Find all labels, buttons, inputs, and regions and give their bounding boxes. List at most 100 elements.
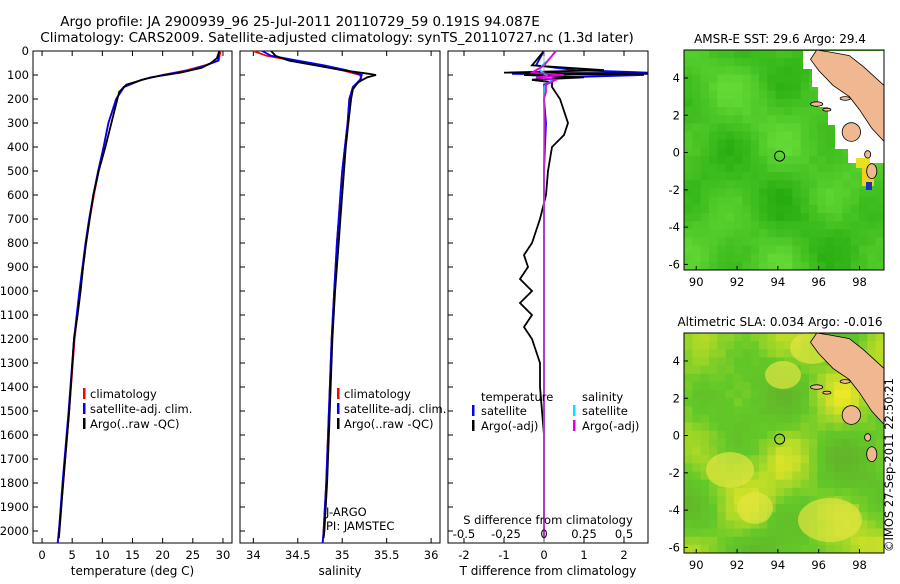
x-tick-label: 2 <box>620 548 627 562</box>
y-tick-label: 0 <box>673 146 680 160</box>
legend-title-temperature: temperature <box>481 390 553 404</box>
y-tick-label: 2 <box>673 391 680 405</box>
legend-label: satellite <box>481 404 527 418</box>
map-title: Altimetric SLA: 0.034 Argo: -0.016 <box>677 315 882 329</box>
y-tick-label: 200 <box>7 92 29 106</box>
y-tick-label: 500 <box>7 164 29 178</box>
legend-label: climatology <box>90 387 157 401</box>
y-tick-label: -2 <box>669 466 680 480</box>
y-tick-label: 300 <box>7 116 29 130</box>
legend-swatch <box>573 420 576 431</box>
y-tick-label: 1100 <box>0 308 29 322</box>
land-island <box>866 446 878 463</box>
sla-high-blotch <box>798 498 862 542</box>
x-tick-label: 36 <box>424 548 439 562</box>
x-tick-label: 34.5 <box>285 548 311 562</box>
y-tick-label: 2000 <box>0 524 29 538</box>
land-island <box>866 163 878 180</box>
x-axis-label: T difference from climatology <box>459 564 637 578</box>
y-tick-label: 900 <box>7 260 29 274</box>
cold-anomaly <box>866 182 872 190</box>
land-island <box>810 384 824 390</box>
legend-swatch <box>337 388 340 399</box>
legend-swatch <box>573 405 576 416</box>
temperature-panel: 0 5 10 15 20 25 300100200300400500600700800900… <box>0 44 233 578</box>
land-island <box>822 390 832 395</box>
y-tick-label: 1700 <box>0 452 29 466</box>
legend-label: satellite <box>582 404 628 418</box>
salinity-difference-tick-label: -0.25 <box>491 527 521 541</box>
salinity-difference-title: S difference from climatology <box>463 513 633 527</box>
x-tick-label: 96 <box>811 558 826 572</box>
y-tick-label: 1500 <box>0 404 29 418</box>
legend-label: Argo(-adj) <box>481 419 538 433</box>
x-axis-label: salinity <box>318 564 361 578</box>
land-sumatra <box>810 332 885 426</box>
legend-swatch <box>337 403 340 414</box>
map-title: AMSR-E SST: 29.6 Argo: 29.4 <box>694 32 866 46</box>
sst-map-panel: AMSR-E SST: 29.6 Argo: 29.4 90 92 94 96 98 -6 -… <box>669 32 890 289</box>
x-tick-label: 96 <box>811 275 826 289</box>
land-island <box>810 101 824 107</box>
x-axis-label: temperature (deg C) <box>71 564 194 578</box>
x-tick-label: 20 <box>155 548 170 562</box>
land-island <box>841 405 861 425</box>
y-tick-label: -4 <box>669 503 680 517</box>
series-line-argo-raw-qc- <box>58 50 221 539</box>
land-island <box>864 433 872 442</box>
salinity-difference-tick-label: 0.25 <box>571 527 597 541</box>
y-tick-label: 1400 <box>0 380 29 394</box>
legend-title-salinity: salinity <box>582 390 623 404</box>
x-tick-label: 34 <box>246 548 261 562</box>
x-tick-label: 92 <box>730 275 745 289</box>
x-tick-label: 25 <box>185 548 200 562</box>
header-line-1: Argo profile: JA 2900939_96 25-Jul-2011 … <box>60 14 540 30</box>
salinity-difference-tick-label: 0.5 <box>615 527 633 541</box>
land-island <box>864 150 872 159</box>
plot-frame <box>239 50 441 544</box>
legend-label: Argo(..raw -QC) <box>90 417 180 431</box>
sla-high-blotch <box>706 452 754 488</box>
land-island <box>841 122 861 142</box>
y-tick-label: 1300 <box>0 356 29 370</box>
x-tick-label: 94 <box>771 275 786 289</box>
legend-swatch <box>83 388 86 399</box>
x-tick-label: -2 <box>458 548 469 562</box>
x-tick-label: -1 <box>498 548 509 562</box>
plot-frame <box>32 50 233 544</box>
legend-swatch <box>337 418 340 429</box>
y-tick-label: 400 <box>7 140 29 154</box>
principal-investigator-label: PI: JAMSTEC <box>326 519 394 533</box>
legend-label: climatology <box>344 387 411 401</box>
argo-float-marker <box>774 433 786 445</box>
legend-label: Argo(..raw -QC) <box>344 417 434 431</box>
sla-map-panel: Altimetric SLA: 0.034 Argo: -0.016 90 92 94… <box>669 315 885 572</box>
x-tick-label: 35.5 <box>374 548 400 562</box>
y-tick-label: 1000 <box>0 284 29 298</box>
y-tick-label: 0 <box>673 429 680 443</box>
x-tick-label: 94 <box>771 558 786 572</box>
x-tick-label: 35 <box>335 548 350 562</box>
warm-anomaly <box>856 158 870 168</box>
y-tick-label: 1200 <box>0 332 29 346</box>
y-tick-label: 4 <box>673 354 680 368</box>
map-frame <box>683 49 885 271</box>
x-tick-label: 92 <box>730 558 745 572</box>
x-tick-label: 30 <box>216 548 231 562</box>
y-tick-label: -2 <box>669 183 680 197</box>
y-tick-label: 2 <box>673 108 680 122</box>
land-island <box>822 107 832 112</box>
legend-label: satellite-adj. clim. <box>344 402 446 416</box>
salinity-difference-tick-label: 0 <box>540 527 547 541</box>
x-tick-label: 98 <box>852 558 867 572</box>
x-tick-label: 0 <box>540 548 547 562</box>
legend-swatch <box>472 405 475 416</box>
x-tick-label: 10 <box>95 548 110 562</box>
y-tick-label: 1900 <box>0 500 29 514</box>
legend-swatch <box>83 418 86 429</box>
x-tick-label: 0 <box>38 548 45 562</box>
y-tick-label: -6 <box>669 257 680 271</box>
y-tick-label: 1800 <box>0 476 29 490</box>
land-sumatra <box>810 49 885 143</box>
